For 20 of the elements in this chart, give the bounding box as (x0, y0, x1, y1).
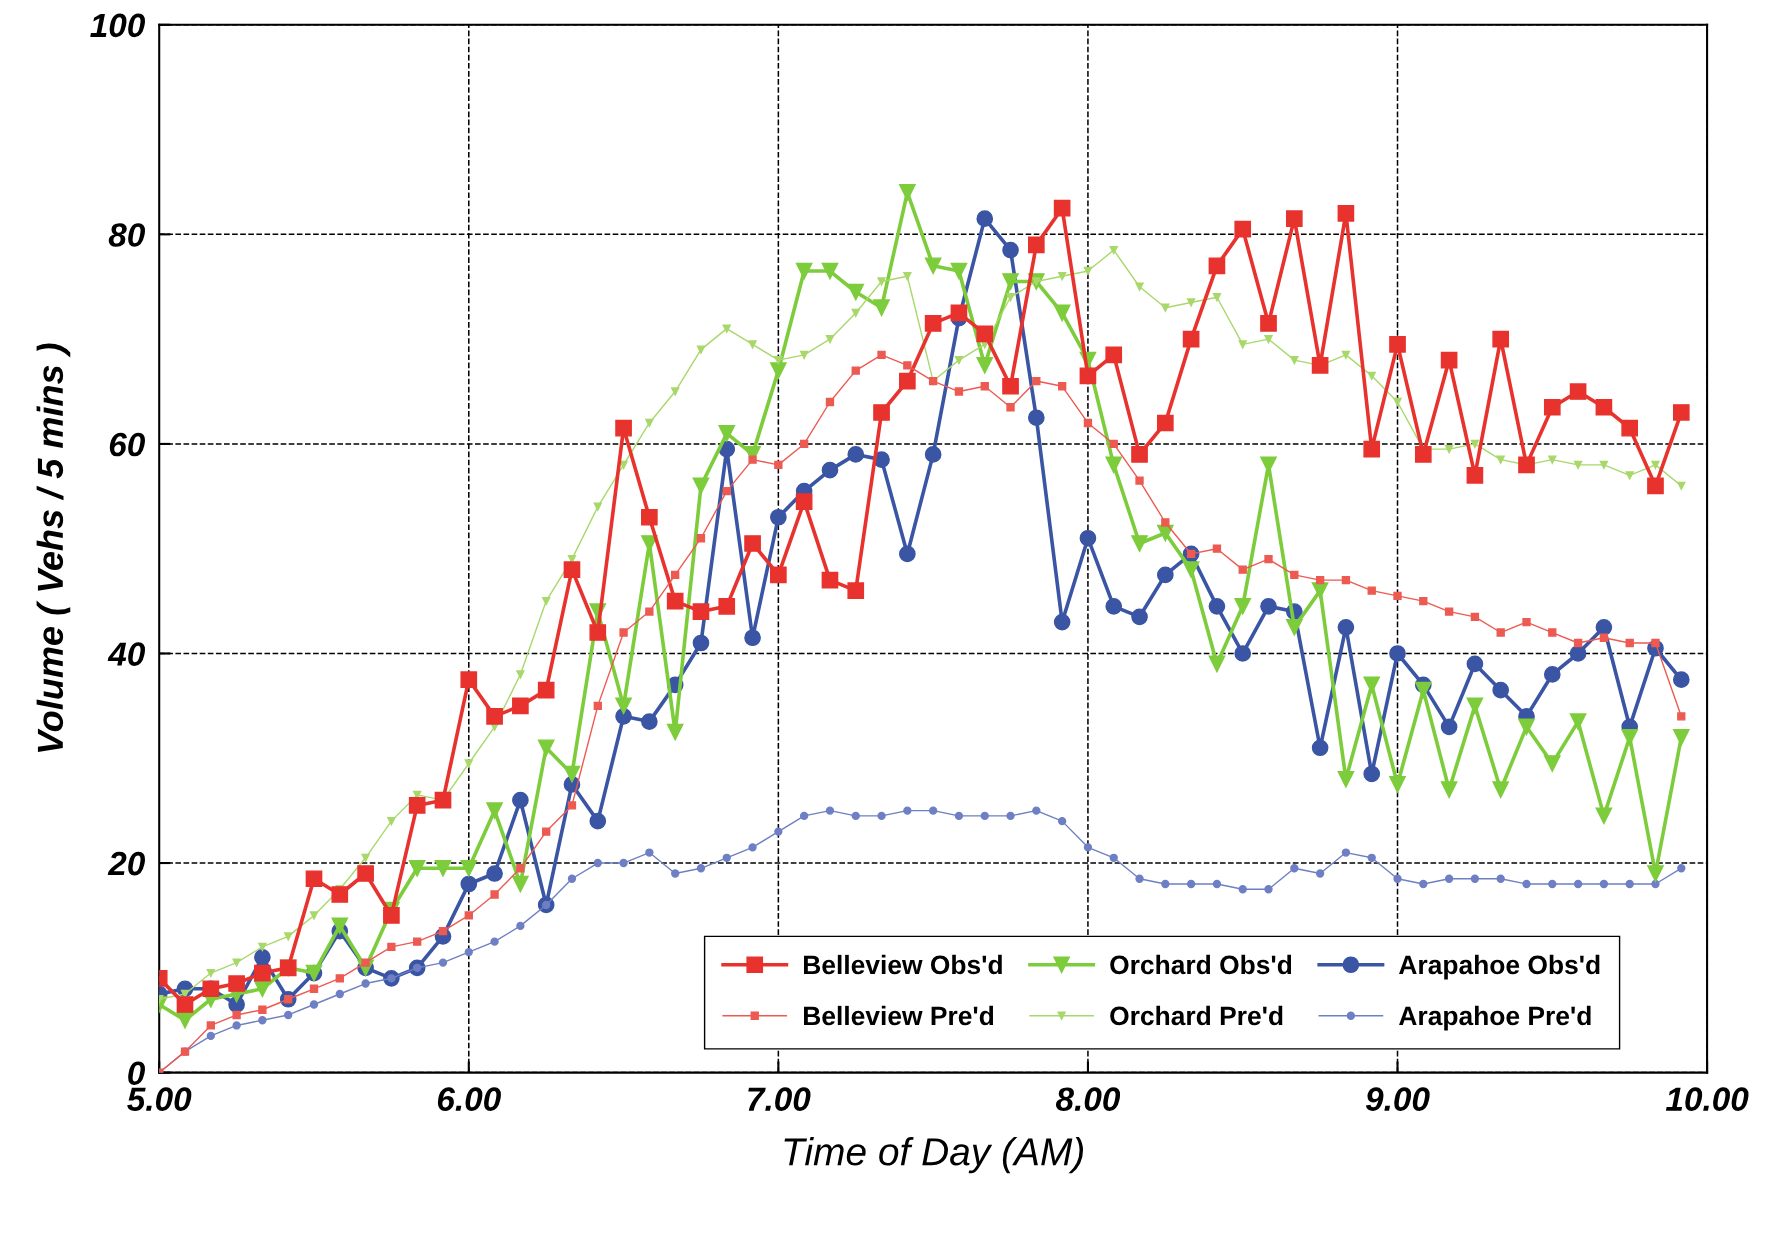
legend-label: Belleview Pre'd (804, 1005, 994, 1026)
legend-label: Orchard Obs'd (1110, 954, 1292, 975)
y-tick-label: 60 (109, 432, 145, 457)
legend-label: Belleview Obs'd (804, 954, 1002, 975)
y-axis-title: Volume ( Vehs / 5 mins ) (36, 343, 71, 753)
x-tick-label: 8.00 (1055, 1087, 1121, 1111)
x-tick-label: 7.00 (748, 1087, 811, 1111)
x-tick-label: 10.00 (1665, 1087, 1749, 1111)
legend-label: Arapahoe Obs'd (1399, 954, 1600, 980)
legend-label: Arapahoe Pre'd (1399, 1005, 1591, 1031)
y-tick-label: 20 (107, 851, 145, 876)
legend-label: Orchard Pre'd (1110, 1005, 1283, 1026)
y-tick-label: 80 (108, 223, 145, 247)
y-tick-label: 100 (90, 13, 145, 38)
x-axis-title: Time of Day (AM) (784, 1137, 1083, 1174)
x-tick-label: 6.00 (437, 1087, 501, 1111)
y-tick-label: 40 (107, 642, 145, 666)
y-tick-label: 0 (128, 1061, 145, 1086)
x-tick-label: 9.00 (1365, 1087, 1430, 1111)
x-tick-label: 5.00 (127, 1087, 192, 1111)
